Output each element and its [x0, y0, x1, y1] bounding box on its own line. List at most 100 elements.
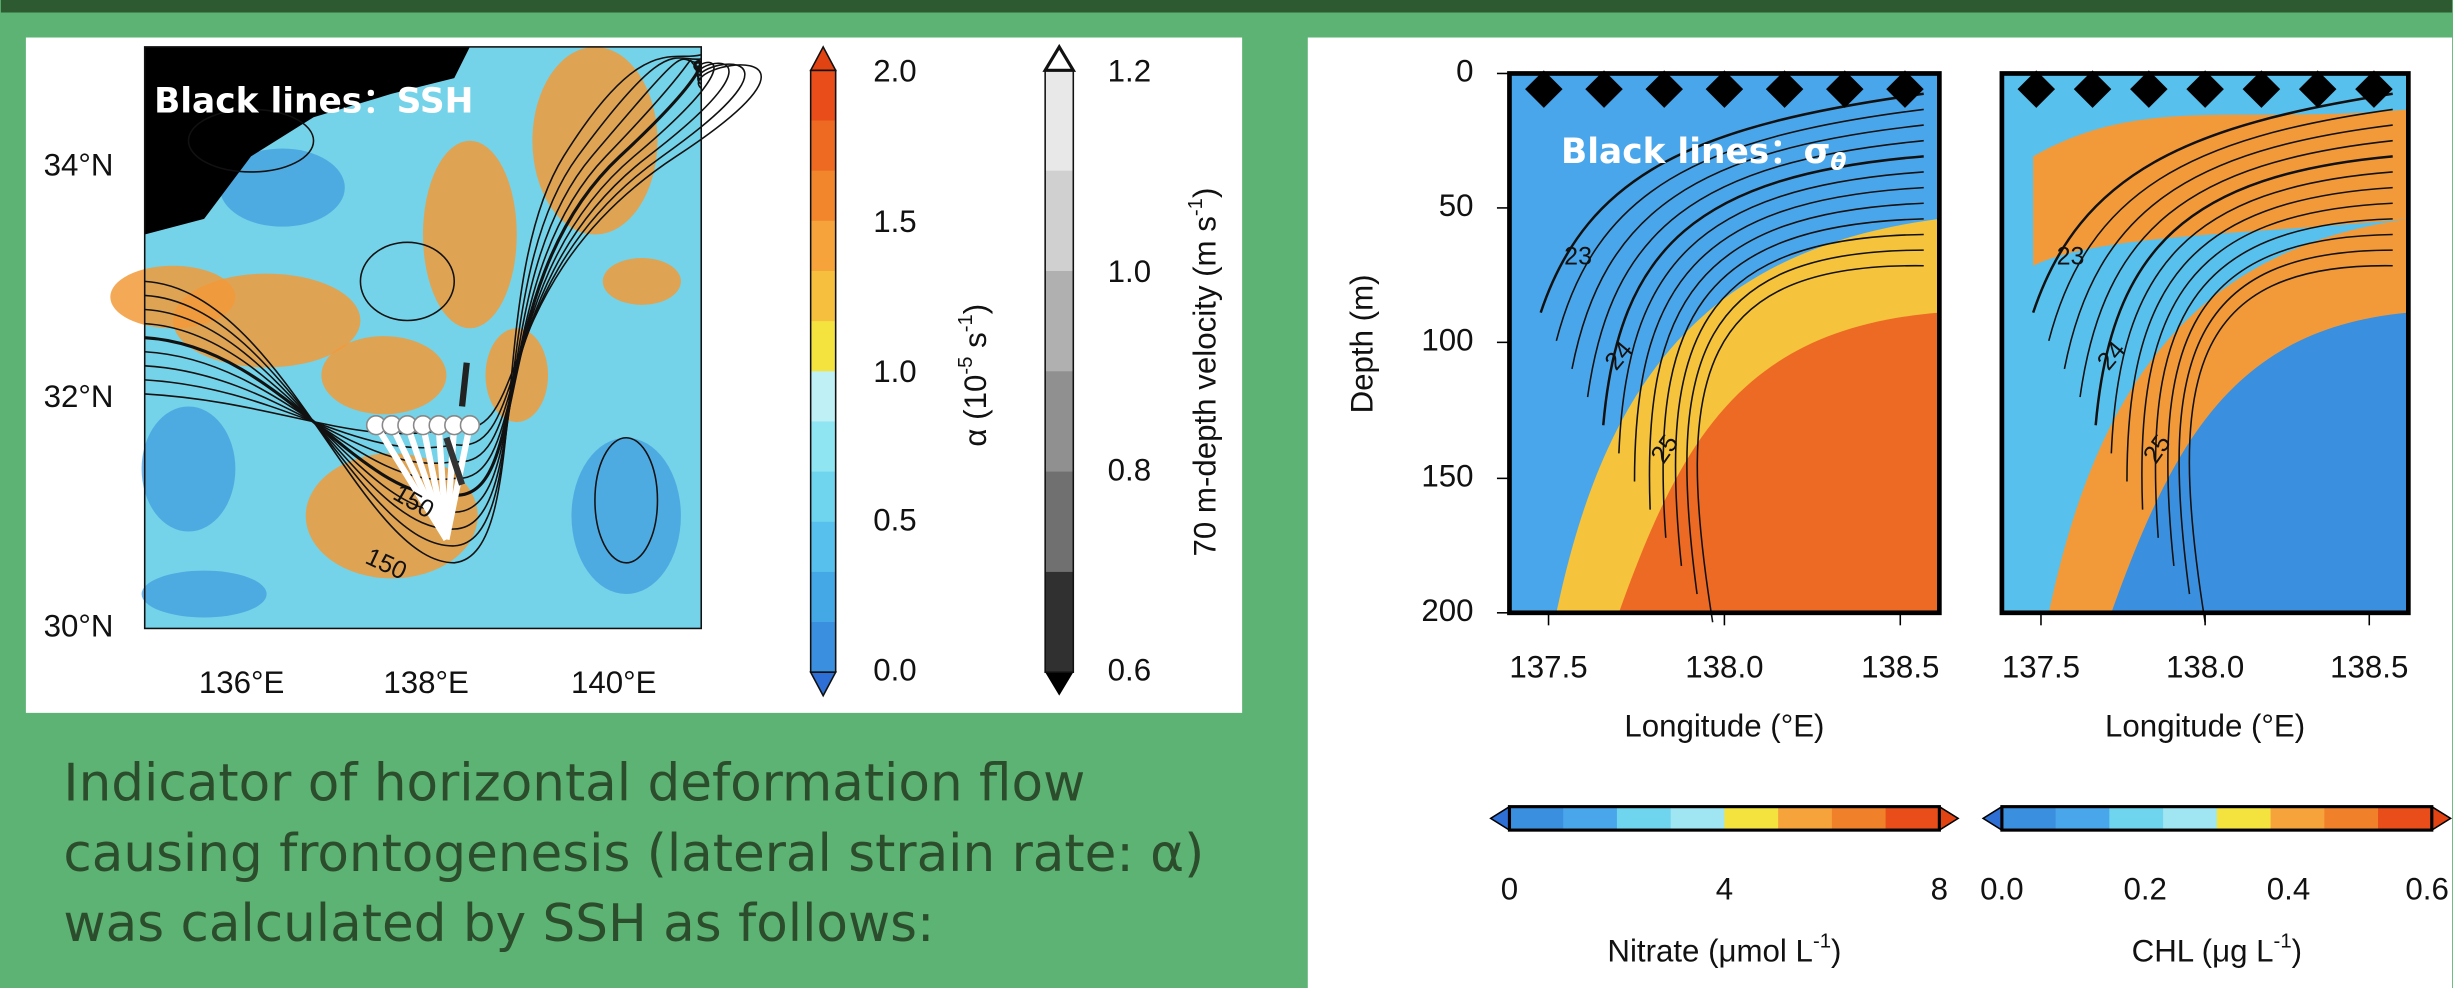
cb-label: 70 m-depth velocity (m s-1)	[1185, 188, 1223, 557]
sigma-contour	[2126, 186, 2393, 482]
contour-label: 23	[2057, 243, 2085, 271]
colorbar-cell	[2055, 806, 2111, 831]
map-frame	[143, 46, 703, 630]
land	[144, 46, 470, 235]
sigma-contour	[2141, 202, 2393, 510]
alpha-patch	[321, 336, 447, 415]
sigma-contour	[2188, 264, 2393, 623]
t: Nitrate (μmol L	[1607, 934, 1813, 969]
t: Black lines：σ	[1561, 132, 1830, 172]
ssh-contour	[187, 108, 315, 173]
y-label: 200	[1421, 593, 1473, 628]
sigma-contour	[1662, 218, 1924, 538]
colorbar-cell	[2163, 806, 2218, 831]
texts: Black lines：SSH 34°N 32°N 30°N 136°E 138…	[44, 54, 2449, 969]
colorbar-frame	[809, 69, 837, 673]
colorbar-cell	[810, 571, 836, 623]
top-bar	[0, 0, 2453, 13]
y-label: 150	[1421, 459, 1473, 494]
y-label: 100	[1421, 323, 1473, 358]
x-label: 138°E	[383, 665, 468, 700]
colorbar-cell	[810, 521, 836, 573]
y-title: Depth (m)	[1344, 274, 1379, 413]
colorbar-cell	[1616, 806, 1672, 831]
sigma-contour	[2167, 233, 2393, 566]
colorbar-frame	[1044, 69, 1075, 673]
ssh-contour	[359, 241, 456, 322]
sigma-contour	[1618, 171, 1924, 454]
alpha-low	[571, 437, 681, 595]
x-label: 138.5	[2330, 649, 2408, 684]
y-label: 50	[1439, 188, 1474, 223]
y-label: 30°N	[44, 609, 114, 644]
t: )	[958, 304, 993, 314]
colorbar-end	[1045, 672, 1074, 696]
cb-label: CHL (μg L-1)	[2132, 931, 2302, 969]
t: -1	[1185, 198, 1207, 216]
y-label: 0	[1456, 54, 1473, 89]
cb-tick: 0	[1501, 871, 1518, 906]
t: s	[958, 332, 993, 356]
sigma-contour	[2094, 155, 2393, 426]
x-label: 136°E	[199, 665, 284, 700]
colorbar-cell	[1885, 806, 1941, 831]
colorbar-cell	[810, 471, 836, 523]
colorbar-frame	[1507, 805, 1941, 832]
sigma-contour	[1648, 202, 1924, 510]
colorbar-cell	[810, 321, 836, 373]
velocity-arrow	[458, 362, 470, 407]
cb-tick: 4	[1716, 871, 1733, 906]
cb-tick: 2.0	[873, 54, 916, 89]
colorbar-cell	[2324, 806, 2379, 831]
sigma-contour	[2048, 108, 2393, 341]
cb-tick: 8	[1931, 871, 1948, 906]
sigma-contour	[1586, 139, 1924, 398]
ssh-contour	[594, 436, 659, 564]
velocity-arrow	[443, 436, 466, 486]
colorbar-cell	[2001, 806, 2057, 831]
x-label: 138.5	[1861, 649, 1939, 684]
x-label: 138.0	[1685, 649, 1763, 684]
body-line: was calculated by SSH as follows:	[63, 894, 934, 954]
t: 70 m-depth velocity (m s	[1188, 216, 1223, 556]
cb-tick: 1.2	[1108, 54, 1151, 89]
sigma-contour	[2079, 139, 2393, 398]
cb-tick: 1.0	[1108, 254, 1151, 289]
cb-tick: 0.4	[2267, 871, 2310, 906]
colorbar-cell	[2270, 806, 2326, 831]
cb-label: Nitrate (μmol L-1)	[1607, 931, 1841, 969]
t: )	[2292, 934, 2302, 969]
alpha-low	[141, 406, 236, 532]
sigma-contour	[2063, 124, 2393, 370]
x-label: 138.0	[2166, 649, 2244, 684]
colorbar-cell	[810, 70, 836, 122]
y-label: 34°N	[44, 148, 114, 183]
x-label: 137.5	[1509, 649, 1587, 684]
cb-tick: 0.2	[2123, 871, 2166, 906]
colorbar-cell	[1778, 806, 1833, 831]
section-patch	[2111, 312, 2409, 613]
t: -5	[955, 357, 977, 375]
section-annotation: Black lines：σθ	[1561, 132, 1846, 175]
alpha-patch	[532, 46, 658, 235]
alpha-patch	[110, 265, 236, 329]
ssh-contour	[144, 58, 702, 530]
sigma-contour	[1539, 92, 1924, 314]
t: CHL (μg L	[2132, 934, 2274, 969]
ssh-contour	[144, 57, 702, 547]
map-annotation: Black lines：SSH	[154, 82, 473, 122]
t: )	[1831, 934, 1841, 969]
sigma-contour	[2031, 92, 2393, 314]
colorbar-cell	[1045, 270, 1074, 373]
colorbar-cell	[810, 622, 836, 673]
colorbar-cell	[1045, 471, 1074, 573]
t: )	[1188, 188, 1223, 198]
sigma-contour	[2110, 171, 2393, 454]
sigma-contour	[1555, 108, 1924, 341]
sigma-contour	[1633, 186, 1924, 482]
colorbar-cell	[1724, 806, 1779, 831]
